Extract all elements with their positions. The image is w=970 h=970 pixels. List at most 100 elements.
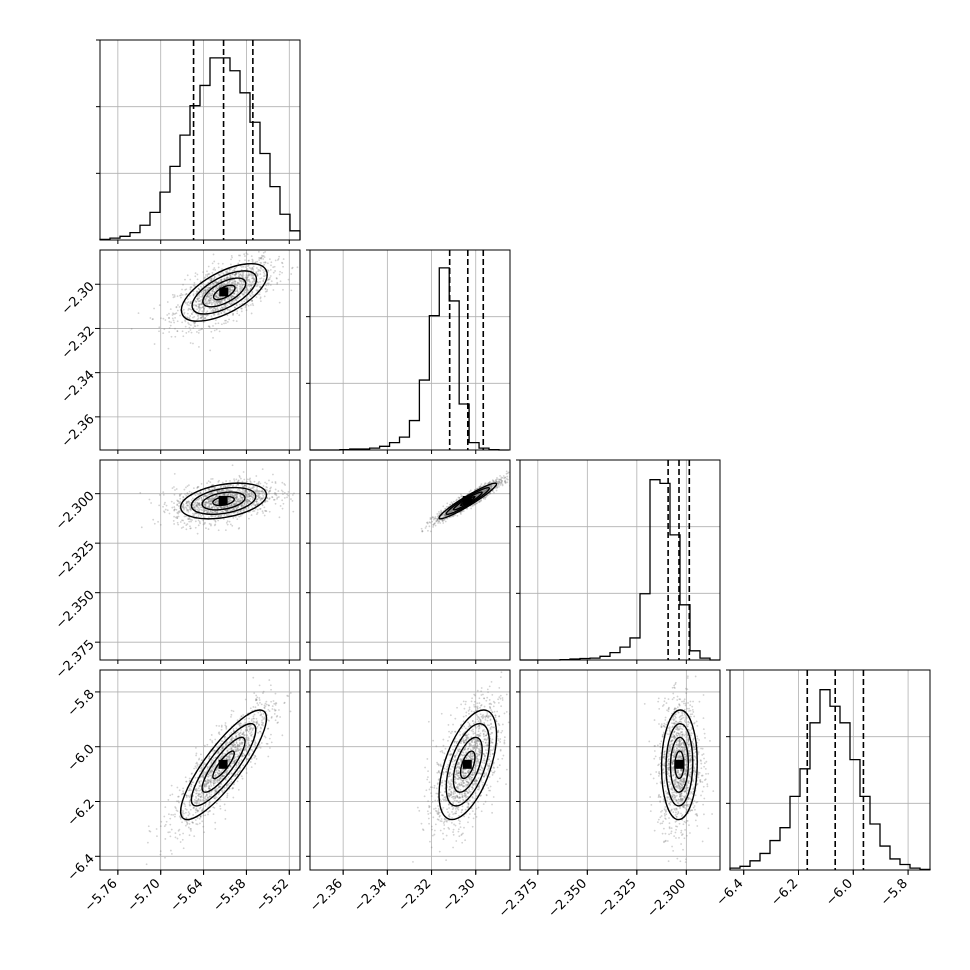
sample-point [172, 296, 175, 299]
sample-point [495, 489, 498, 492]
sample-point [210, 277, 213, 280]
sample-point [185, 528, 188, 531]
sample-point [188, 801, 191, 804]
sample-point [248, 725, 251, 728]
sample-point [196, 486, 199, 488]
sample-point [434, 517, 437, 520]
sample-point [230, 258, 232, 261]
sample-point [217, 301, 220, 304]
sample-point [178, 801, 180, 804]
sample-point [207, 287, 210, 290]
sample-point [210, 330, 213, 333]
sample-point [196, 810, 199, 813]
sample-point [496, 480, 499, 483]
sample-point [190, 829, 192, 832]
sample-point [246, 502, 249, 504]
sample-point [213, 267, 216, 269]
sample-point [192, 342, 194, 345]
sample-point [216, 281, 219, 284]
sample-point [229, 303, 232, 306]
sample-point [296, 266, 299, 269]
sample-point [238, 288, 241, 290]
histogram-panel-3 [516, 459, 721, 664]
sample-point [210, 500, 213, 503]
sample-point [214, 287, 217, 289]
sample-point [230, 484, 233, 486]
sample-point [256, 267, 258, 269]
sample-point [184, 819, 187, 822]
sample-point [193, 503, 195, 506]
sample-point [186, 303, 189, 306]
sample-point [244, 298, 247, 301]
sample-point [228, 290, 231, 293]
sample-point [229, 263, 232, 266]
sample-point [194, 808, 197, 811]
sample-point [223, 299, 226, 302]
sample-point [233, 495, 235, 498]
sample-point [204, 316, 206, 319]
sample-point [187, 811, 190, 814]
sample-point [274, 692, 277, 695]
sample-point [448, 510, 451, 513]
sample-point [198, 510, 200, 513]
sample-point [253, 495, 256, 498]
sample-point [214, 295, 217, 298]
sample-point [231, 493, 234, 496]
sample-point [216, 495, 219, 498]
sample-point [237, 480, 240, 482]
sample-point [220, 510, 223, 513]
sample-point [444, 514, 447, 517]
sample-point [242, 485, 245, 488]
sample-point [268, 492, 270, 495]
sample-point [245, 309, 248, 311]
sample-point [242, 485, 244, 488]
sample-point [216, 282, 219, 284]
sample-point [185, 501, 188, 504]
sample-point [489, 485, 492, 487]
sample-point [255, 699, 258, 701]
axes-frame [729, 669, 931, 871]
sample-point [223, 492, 226, 495]
sample-point [458, 504, 460, 507]
histogram-step [310, 267, 509, 451]
sample-point [290, 498, 292, 500]
sample-point [182, 308, 185, 311]
sample-point [200, 497, 203, 499]
sample-point [443, 518, 445, 521]
sample-point [198, 293, 201, 296]
sample-point [241, 284, 244, 286]
sample-point [253, 486, 255, 489]
sample-point [247, 505, 250, 508]
sample-point [192, 316, 194, 319]
sample-point [214, 501, 217, 504]
sample-point [206, 301, 208, 304]
sample-point [484, 489, 487, 492]
sample-point [440, 509, 442, 512]
sample-point [204, 302, 207, 305]
sample-point [228, 290, 231, 293]
sample-point [241, 286, 244, 289]
sample-point [274, 481, 277, 483]
sample-point [211, 262, 214, 265]
sample-point [246, 284, 249, 287]
sample-point [151, 318, 154, 321]
sample-point [274, 482, 277, 485]
sample-point [495, 479, 497, 482]
sample-point [210, 297, 212, 300]
sample-point [278, 301, 281, 304]
sample-point [198, 807, 201, 810]
sample-point [267, 278, 270, 281]
sample-point [281, 481, 284, 484]
sample-point [187, 330, 190, 333]
sample-point [270, 280, 273, 283]
sample-point [451, 502, 454, 505]
sample-point [262, 258, 265, 260]
sample-point [220, 507, 223, 509]
sample-point [186, 504, 188, 507]
sample-point [197, 519, 200, 522]
sample-point [223, 298, 226, 301]
sample-point [287, 490, 290, 493]
sample-point [264, 702, 267, 705]
sample-point [196, 505, 199, 507]
sample-point [259, 257, 262, 260]
